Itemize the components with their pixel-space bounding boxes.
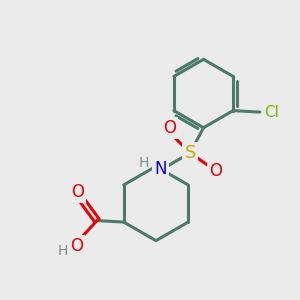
Text: O: O bbox=[163, 119, 176, 137]
Text: S: S bbox=[184, 144, 196, 162]
Text: O: O bbox=[209, 162, 222, 180]
Text: H: H bbox=[139, 156, 149, 170]
Text: Cl: Cl bbox=[264, 105, 279, 120]
Text: H: H bbox=[58, 244, 68, 258]
Text: O: O bbox=[71, 183, 84, 201]
Text: O: O bbox=[70, 237, 83, 255]
Text: N: N bbox=[154, 160, 167, 178]
